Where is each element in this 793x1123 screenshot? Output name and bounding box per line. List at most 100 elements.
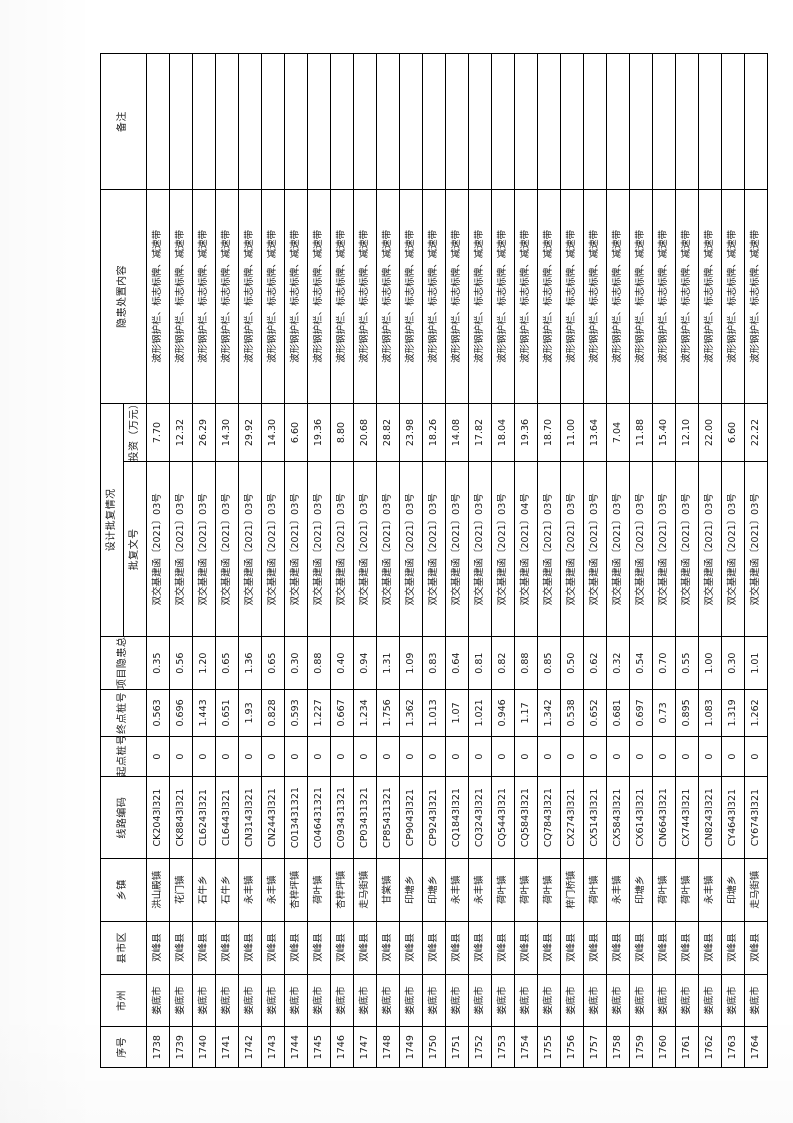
cell-investment: 15.40 [652,403,676,462]
table-row: 1761 娄底市 双峰县 荷叶镇 CX7443l321 0 0.895 0.55 双交基建函〔2… [675,53,699,1068]
cell-city: 娄底市 [192,974,216,1027]
cell-remark [238,53,262,190]
cell-no: 1741 [215,1026,239,1068]
cell-route-code: C013431321 [284,776,308,859]
cell-town: 永丰镇 [606,858,630,922]
cell-approval-doc: 双交基建函〔2021〕03号 [376,461,400,637]
cell-approval-doc: 双交基建函〔2021〕03号 [675,461,699,637]
cell-county: 双峰县 [307,921,331,975]
cell-end-stake: 0.563 [146,689,170,737]
cell-route-code: CN8243l321 [698,776,722,859]
cell-no: 1739 [169,1026,193,1068]
cell-county: 双峰县 [491,921,515,975]
cell-treatment: 波形钢护栏、标志标牌、减速带 [537,189,561,404]
col-header-city: 市州 [100,974,147,1027]
cell-mileage: 0.62 [583,636,607,690]
cell-investment: 12.32 [169,403,193,462]
cell-treatment: 波形钢护栏、标志标牌、减速带 [721,189,745,404]
cell-route-code: CL6443l321 [215,776,239,859]
col-header-county: 县市区 [100,921,147,975]
cell-no: 1749 [399,1026,423,1068]
cell-treatment: 波形钢护栏、标志标牌、减速带 [744,189,768,404]
cell-county: 双峰县 [399,921,423,975]
cell-treatment: 波形钢护栏、标志标牌、减速带 [376,189,400,404]
cell-town: 走马街镇 [353,858,377,922]
table-row: 1762 娄底市 双峰县 永丰镇 CN8243l321 0 1.083 1.00 双交基建函〔2… [698,53,722,1068]
cell-no: 1759 [629,1026,653,1068]
cell-end-stake: 0.593 [284,689,308,737]
cell-treatment: 波形钢护栏、标志标牌、减速带 [330,189,354,404]
cell-route-code: CQ7843l321 [537,776,561,859]
cell-route-code: CP03431321 [353,776,377,859]
cell-end-stake: 1.362 [399,689,423,737]
cell-route-code: CX5843l321 [606,776,630,859]
cell-start-stake: 0 [537,736,561,777]
cell-no: 1762 [698,1026,722,1068]
cell-mileage: 0.70 [652,636,676,690]
cell-investment: 7.70 [146,403,170,462]
table-row: 1746 娄底市 双峰县 杏梓坪镇 C093431321 0 0.667 0.40 双交基建函〔… [330,53,354,1068]
cell-route-code: C046431321 [307,776,331,859]
cell-approval-doc: 双交基建函〔2021〕03号 [353,461,377,637]
cell-end-stake: 0.73 [652,689,676,737]
cell-remark [514,53,538,190]
col-header-route-code: 线路编码 [100,776,147,859]
cell-treatment: 波形钢护栏、标志标牌、减速带 [169,189,193,404]
cell-approval-doc: 双交基建函〔2021〕03号 [422,461,446,637]
cell-mileage: 1.01 [744,636,768,690]
cell-treatment: 波形钢护栏、标志标牌、减速带 [238,189,262,404]
cell-route-code: CX5143l321 [583,776,607,859]
cell-town: 石牛乡 [215,858,239,922]
cell-mileage: 1.36 [238,636,262,690]
cell-town: 荷叶镇 [514,858,538,922]
cell-start-stake: 0 [721,736,745,777]
cell-treatment: 波形钢护栏、标志标牌、减速带 [422,189,446,404]
cell-investment: 26.29 [192,403,216,462]
cell-no: 1758 [606,1026,630,1068]
cell-approval-doc: 双交基建函〔2021〕03号 [192,461,216,637]
cell-start-stake: 0 [284,736,308,777]
header-row-group: 序号 市州 县市区 乡镇 线路编码 起点桩号 终点桩号 项目隐患总里程（公里） … [100,53,147,1068]
cell-town: 永丰镇 [698,858,722,922]
cell-treatment: 波形钢护栏、标志标牌、减速带 [215,189,239,404]
cell-route-code: CK2043l321 [146,776,170,859]
cell-route-code: CP9043l321 [399,776,423,859]
cell-treatment: 波形钢护栏、标志标牌、减速带 [445,189,469,404]
cell-approval-doc: 双交基建函〔2021〕03号 [560,461,584,637]
cell-county: 双峰县 [583,921,607,975]
cell-town: 杏梓坪镇 [284,858,308,922]
cell-end-stake: 1.443 [192,689,216,737]
cell-county: 双峰县 [537,921,561,975]
cell-no: 1764 [744,1026,768,1068]
cell-remark [192,53,216,190]
cell-remark [376,53,400,190]
cell-route-code: CP9243l321 [422,776,446,859]
cell-town: 花门镇 [169,858,193,922]
cell-route-code: CQ3243l321 [468,776,492,859]
cell-town: 荷叶镇 [652,858,676,922]
cell-investment: 13.64 [583,403,607,462]
cell-treatment: 波形钢护栏、标志标牌、减速带 [491,189,515,404]
cell-remark [215,53,239,190]
cell-route-code: CY6743l321 [744,776,768,859]
cell-county: 双峰县 [514,921,538,975]
col-header-end-stake: 终点桩号 [100,689,147,737]
table-row: 1759 娄底市 双峰县 印塘乡 CX6143l321 0 0.697 0.54 双交基建函〔2… [629,53,653,1068]
cell-start-stake: 0 [192,736,216,777]
cell-remark [675,53,699,190]
cell-no: 1745 [307,1026,331,1068]
cell-approval-doc: 双交基建函〔2021〕03号 [238,461,262,637]
cell-investment: 22.00 [698,403,722,462]
cell-city: 娄底市 [238,974,262,1027]
cell-route-code: CQ5843l321 [514,776,538,859]
cell-town: 梓门桥镇 [560,858,584,922]
table-row: 1764 娄底市 双峰县 走马街镇 CY6743l321 0 1.262 1.01 双交基建函〔… [744,53,768,1068]
cell-approval-doc: 双交基建函〔2021〕03号 [491,461,515,637]
cell-approval-doc: 双交基建函〔2021〕03号 [468,461,492,637]
cell-investment: 18.70 [537,403,561,462]
cell-end-stake: 1.262 [744,689,768,737]
cell-remark [353,53,377,190]
cell-city: 娄底市 [146,974,170,1027]
cell-investment: 11.00 [560,403,584,462]
table-row: 1748 娄底市 双峰县 甘棠镇 CP85431321 0 1.756 1.31 双交基建函〔2… [376,53,400,1068]
